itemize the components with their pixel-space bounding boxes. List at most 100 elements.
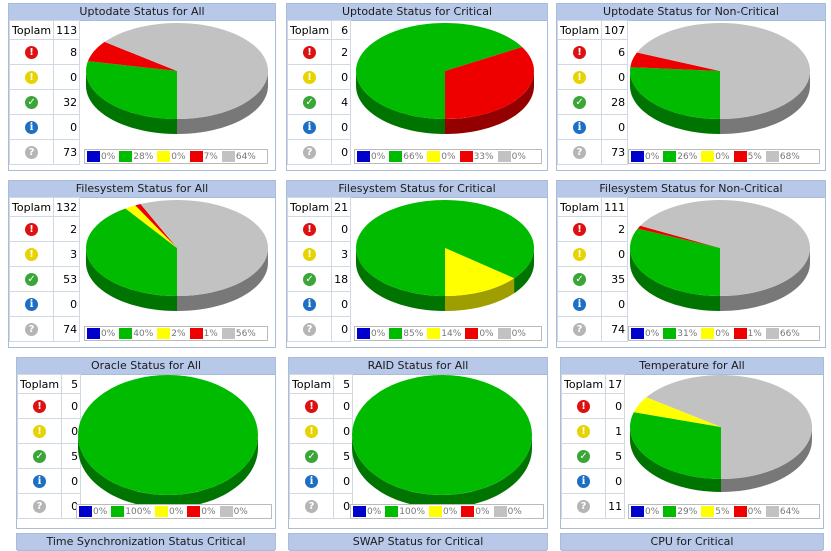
- panel-title[interactable]: CPU for Critical: [561, 534, 823, 551]
- legend-percent: 0%: [475, 506, 490, 517]
- panel-title[interactable]: Uptodate Status for All: [9, 4, 275, 21]
- warning-count[interactable]: 0: [601, 64, 629, 90]
- unknown-count[interactable]: 74: [53, 316, 81, 342]
- info-count[interactable]: 0: [53, 114, 81, 140]
- total-count[interactable]: 6: [331, 20, 352, 40]
- info-count[interactable]: 0: [53, 291, 81, 317]
- status-pie-chart[interactable]: [628, 373, 814, 494]
- panel-title[interactable]: Time Synchronization Status Critical: [17, 534, 275, 551]
- warning-count[interactable]: 0: [331, 64, 352, 90]
- legend-swatch-yellow: [427, 328, 441, 339]
- unknown-count[interactable]: 0: [333, 493, 354, 519]
- critical-count[interactable]: 0: [331, 216, 352, 242]
- info-icon: i: [25, 121, 39, 134]
- critical-count[interactable]: 6: [601, 39, 629, 65]
- panel-title[interactable]: Uptodate Status for Non-Critical: [557, 4, 825, 21]
- ok-count[interactable]: 4: [331, 89, 352, 115]
- unknown-count[interactable]: 0: [331, 139, 352, 165]
- panel-title[interactable]: SWAP Status for Critical: [289, 534, 547, 551]
- unknown-count[interactable]: 74: [601, 316, 629, 342]
- total-count[interactable]: 111: [601, 197, 629, 217]
- pie-slice-yellow[interactable]: [633, 397, 721, 427]
- panel-title[interactable]: Filesystem Status for Critical: [287, 181, 547, 198]
- legend-swatch-gray: [765, 151, 779, 162]
- status-pie-chart[interactable]: [354, 198, 536, 313]
- total-count[interactable]: 132: [53, 197, 81, 217]
- warning-count[interactable]: 0: [53, 64, 81, 90]
- warning-icon: !: [33, 425, 47, 438]
- unknown-count[interactable]: 73: [53, 139, 81, 165]
- status-pie-chart[interactable]: [76, 373, 260, 510]
- ok-count[interactable]: 32: [53, 89, 81, 115]
- pie-slice-green[interactable]: [356, 23, 523, 119]
- total-count[interactable]: 113: [53, 20, 81, 40]
- unknown-count[interactable]: 73: [601, 139, 629, 165]
- ok-count[interactable]: 18: [331, 266, 352, 292]
- pie-slice-yellow[interactable]: [445, 248, 515, 296]
- info-count[interactable]: 0: [601, 114, 629, 140]
- panel-title[interactable]: Uptodate Status for Critical: [287, 4, 547, 21]
- info-count[interactable]: 0: [331, 291, 352, 317]
- legend-percent: 0%: [511, 328, 526, 339]
- pie-slice-green[interactable]: [78, 375, 258, 495]
- pie-side-green: [168, 435, 258, 508]
- pie-slice-green[interactable]: [352, 375, 532, 495]
- ok-count[interactable]: 28: [601, 89, 629, 115]
- pie-slice-gray[interactable]: [646, 375, 812, 479]
- critical-count[interactable]: 0: [605, 393, 626, 419]
- panel-title[interactable]: RAID Status for All: [289, 358, 547, 375]
- info-count[interactable]: 0: [605, 468, 626, 494]
- total-label: Toplam: [288, 374, 335, 394]
- info-count[interactable]: 0: [601, 291, 629, 317]
- warning-count[interactable]: 3: [53, 241, 81, 267]
- status-pie-chart[interactable]: [628, 198, 812, 313]
- pie-slice-red[interactable]: [630, 52, 720, 71]
- pie-slice-gray[interactable]: [636, 23, 811, 120]
- ok-count[interactable]: 5: [605, 443, 626, 469]
- legend-percent: 0%: [715, 328, 730, 339]
- pie-slice-green[interactable]: [629, 412, 721, 479]
- total-count[interactable]: 17: [605, 374, 626, 394]
- warning-count[interactable]: 1: [605, 418, 626, 444]
- status-pie-chart[interactable]: [354, 21, 536, 136]
- pie-slice-red[interactable]: [135, 204, 177, 248]
- total-count[interactable]: 107: [601, 20, 629, 40]
- critical-count[interactable]: 2: [53, 216, 81, 242]
- panel-title[interactable]: Temperature for All: [561, 358, 823, 375]
- panel-title[interactable]: Filesystem Status for Non-Critical: [557, 181, 825, 198]
- legend-item-red: 1%: [189, 328, 218, 339]
- unknown-count[interactable]: 0: [331, 316, 352, 342]
- warning-count[interactable]: 3: [331, 241, 352, 267]
- total-count[interactable]: 21: [331, 197, 352, 217]
- status-pie-chart[interactable]: [350, 373, 534, 510]
- critical-count[interactable]: 2: [601, 216, 629, 242]
- pie-side-red: [445, 71, 534, 134]
- critical-count[interactable]: 8: [53, 39, 81, 65]
- panel-title[interactable]: Filesystem Status for All: [9, 181, 275, 198]
- pie-side-gray: [720, 248, 810, 311]
- pie-slice-gray[interactable]: [104, 23, 269, 119]
- pie-slice-red[interactable]: [87, 41, 177, 71]
- pie-slice-gray[interactable]: [640, 200, 811, 296]
- ok-count[interactable]: 53: [53, 266, 81, 292]
- pie-slice-green[interactable]: [86, 61, 177, 119]
- pie-slice-red[interactable]: [445, 47, 535, 119]
- pie-slice-green[interactable]: [629, 228, 720, 296]
- pie-slice-yellow[interactable]: [125, 205, 177, 248]
- pie-slice-gray[interactable]: [140, 200, 269, 296]
- status-pie-chart[interactable]: [628, 21, 812, 136]
- panel-title[interactable]: Oracle Status for All: [17, 358, 275, 375]
- pie-slice-green[interactable]: [356, 200, 535, 296]
- status-pie-chart[interactable]: [84, 198, 270, 313]
- critical-count[interactable]: 2: [331, 39, 352, 65]
- pie-slice-green[interactable]: [85, 208, 177, 296]
- info-count[interactable]: 0: [331, 114, 352, 140]
- legend-swatch-green: [111, 506, 125, 517]
- legend-item-blue: 0%: [357, 328, 385, 339]
- status-pie-chart[interactable]: [84, 21, 270, 136]
- pie-slice-red[interactable]: [637, 225, 720, 248]
- unknown-count[interactable]: 11: [605, 493, 626, 519]
- ok-count[interactable]: 35: [601, 266, 629, 292]
- pie-slice-green[interactable]: [629, 67, 720, 119]
- warning-count[interactable]: 0: [601, 241, 629, 267]
